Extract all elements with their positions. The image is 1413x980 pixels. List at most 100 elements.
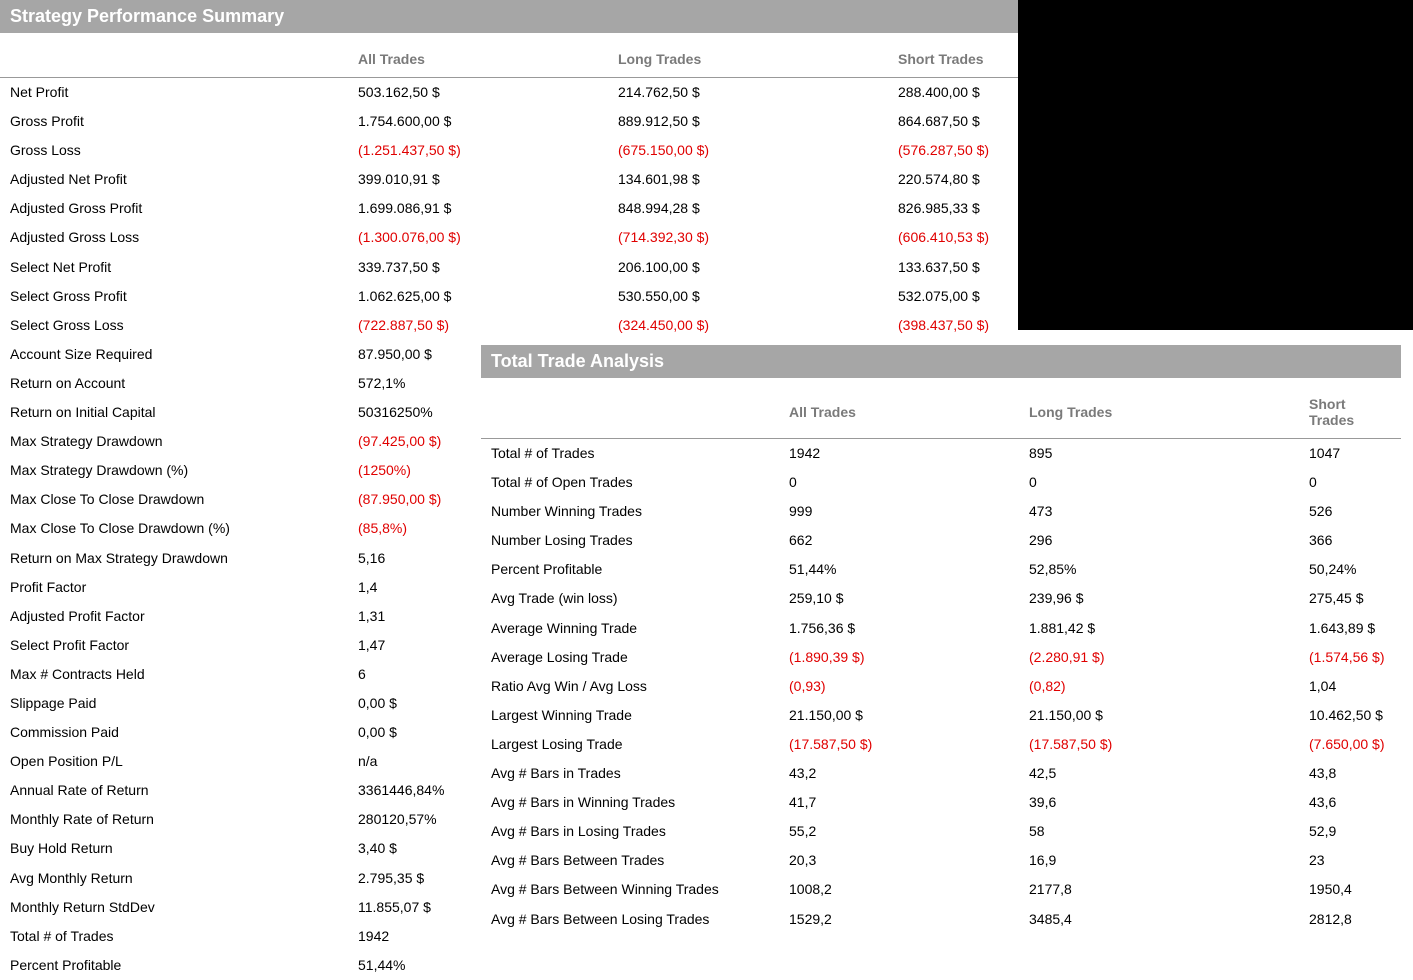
col-header-all: All Trades xyxy=(781,378,1021,439)
cell-short: 366 xyxy=(1301,526,1401,555)
row-label: Percent Profitable xyxy=(481,555,781,584)
cell-long: 52,85% xyxy=(1021,555,1301,584)
row-label: Return on Account xyxy=(0,369,350,398)
table-row: Largest Winning Trade21.150,00 $21.150,0… xyxy=(481,701,1401,730)
cell-all: 1008,2 xyxy=(781,875,1021,904)
table-row: Avg # Bars Between Winning Trades1008,22… xyxy=(481,875,1401,904)
row-label: Return on Initial Capital xyxy=(0,398,350,427)
cell-long: 206.100,00 $ xyxy=(610,253,890,282)
analysis-panel-title: Total Trade Analysis xyxy=(481,345,1401,378)
col-header-blank xyxy=(0,33,350,78)
cell-short xyxy=(890,951,1018,980)
cell-short: 23 xyxy=(1301,846,1401,875)
row-label: Average Winning Trade xyxy=(481,614,781,643)
table-row: Percent Profitable51,44% xyxy=(0,951,1018,980)
cell-short: (1.574,56 $) xyxy=(1301,643,1401,672)
row-label: Adjusted Gross Loss xyxy=(0,223,350,252)
cell-short: 52,9 xyxy=(1301,817,1401,846)
cell-all: 51,44% xyxy=(350,951,610,980)
col-header-long: Long Trades xyxy=(610,33,890,78)
cell-long: 58 xyxy=(1021,817,1301,846)
row-label: Ratio Avg Win / Avg Loss xyxy=(481,672,781,701)
table-row: Number Losing Trades662296366 xyxy=(481,526,1401,555)
col-header-short: Short Trades xyxy=(1301,378,1401,439)
cell-all: 1.699.086,91 $ xyxy=(350,194,610,223)
table-row: Gross Profit1.754.600,00 $889.912,50 $86… xyxy=(0,107,1018,136)
cell-short: 10.462,50 $ xyxy=(1301,701,1401,730)
cell-short: 1.643,89 $ xyxy=(1301,614,1401,643)
cell-all: (1.300.076,00 $) xyxy=(350,223,610,252)
cell-long: 530.550,00 $ xyxy=(610,282,890,311)
table-row: Percent Profitable51,44%52,85%50,24% xyxy=(481,555,1401,584)
row-label: Max Close To Close Drawdown (%) xyxy=(0,514,350,543)
cell-short: (606.410,53 $) xyxy=(890,223,1018,252)
table-row: Adjusted Gross Profit1.699.086,91 $848.9… xyxy=(0,194,1018,223)
cell-all: 55,2 xyxy=(781,817,1021,846)
analysis-table: All Trades Long Trades Short Trades Tota… xyxy=(481,378,1401,934)
cell-all: 51,44% xyxy=(781,555,1021,584)
cell-short: 864.687,50 $ xyxy=(890,107,1018,136)
row-label: Annual Rate of Return xyxy=(0,776,350,805)
black-region-side xyxy=(1018,40,1413,330)
cell-long: 239,96 $ xyxy=(1021,584,1301,613)
row-label: Avg # Bars Between Trades xyxy=(481,846,781,875)
cell-long: (714.392,30 $) xyxy=(610,223,890,252)
cell-all: (17.587,50 $) xyxy=(781,730,1021,759)
cell-all: 999 xyxy=(781,497,1021,526)
table-row: Avg Trade (win loss)259,10 $239,96 $275,… xyxy=(481,584,1401,613)
cell-short: (398.437,50 $) xyxy=(890,311,1018,340)
cell-short: 133.637,50 $ xyxy=(890,253,1018,282)
table-row: Ratio Avg Win / Avg Loss(0,93)(0,82)1,04 xyxy=(481,672,1401,701)
row-label: Commission Paid xyxy=(0,718,350,747)
table-row: Average Losing Trade(1.890,39 $)(2.280,9… xyxy=(481,643,1401,672)
row-label: Gross Profit xyxy=(0,107,350,136)
col-header-long: Long Trades xyxy=(1021,378,1301,439)
row-label: Monthly Rate of Return xyxy=(0,805,350,834)
table-row: Gross Loss(1.251.437,50 $)(675.150,00 $)… xyxy=(0,136,1018,165)
cell-all: 1.754.600,00 $ xyxy=(350,107,610,136)
cell-all: 41,7 xyxy=(781,788,1021,817)
cell-all: 339.737,50 $ xyxy=(350,253,610,282)
cell-all: 21.150,00 $ xyxy=(781,701,1021,730)
cell-short: 1950,4 xyxy=(1301,875,1401,904)
analysis-table-header-row: All Trades Long Trades Short Trades xyxy=(481,378,1401,439)
cell-long: 296 xyxy=(1021,526,1301,555)
row-label: Total # of Trades xyxy=(481,439,781,469)
cell-short: 1,04 xyxy=(1301,672,1401,701)
row-label: Buy Hold Return xyxy=(0,834,350,863)
cell-short: (576.287,50 $) xyxy=(890,136,1018,165)
cell-all: (1.890,39 $) xyxy=(781,643,1021,672)
cell-long: 39,6 xyxy=(1021,788,1301,817)
row-label: Average Losing Trade xyxy=(481,643,781,672)
table-row: Number Winning Trades999473526 xyxy=(481,497,1401,526)
cell-long: 214.762,50 $ xyxy=(610,78,890,108)
row-label: Gross Loss xyxy=(0,136,350,165)
row-label: Select Net Profit xyxy=(0,253,350,282)
row-label: Avg # Bars Between Losing Trades xyxy=(481,905,781,934)
row-label: Percent Profitable xyxy=(0,951,350,980)
cell-all: (0,93) xyxy=(781,672,1021,701)
row-label: Select Profit Factor xyxy=(0,631,350,660)
cell-all: 0 xyxy=(781,468,1021,497)
row-label: Avg Trade (win loss) xyxy=(481,584,781,613)
table-row: Total # of Open Trades000 xyxy=(481,468,1401,497)
col-header-blank xyxy=(481,378,781,439)
row-label: Adjusted Net Profit xyxy=(0,165,350,194)
table-row: Select Gross Profit1.062.625,00 $530.550… xyxy=(0,282,1018,311)
table-row: Adjusted Gross Loss(1.300.076,00 $)(714.… xyxy=(0,223,1018,252)
table-row: Adjusted Net Profit399.010,91 $134.601,9… xyxy=(0,165,1018,194)
cell-long: (675.150,00 $) xyxy=(610,136,890,165)
cell-long: (324.450,00 $) xyxy=(610,311,890,340)
row-label: Max Strategy Drawdown (%) xyxy=(0,456,350,485)
cell-long: (2.280,91 $) xyxy=(1021,643,1301,672)
row-label: Adjusted Profit Factor xyxy=(0,602,350,631)
cell-short: 1047 xyxy=(1301,439,1401,469)
cell-short: 288.400,00 $ xyxy=(890,78,1018,108)
table-row: Select Gross Loss(722.887,50 $)(324.450,… xyxy=(0,311,1018,340)
cell-short: 50,24% xyxy=(1301,555,1401,584)
cell-long: 895 xyxy=(1021,439,1301,469)
row-label: Avg # Bars in Trades xyxy=(481,759,781,788)
cell-all: 259,10 $ xyxy=(781,584,1021,613)
row-label: Max Strategy Drawdown xyxy=(0,427,350,456)
cell-long: 42,5 xyxy=(1021,759,1301,788)
